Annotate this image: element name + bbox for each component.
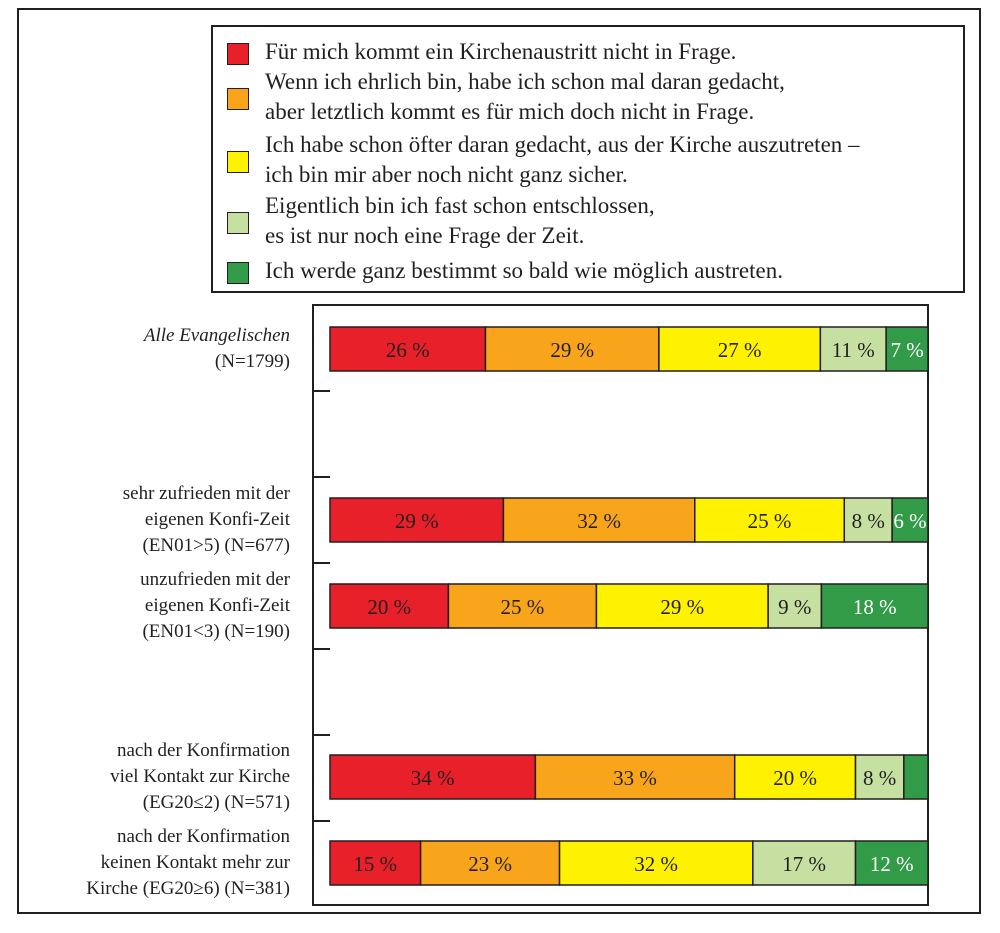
data-label-r1-s1: 32 % <box>577 509 621 533</box>
bar-segment-r1-s3 <box>843 497 893 543</box>
data-label-r2-s1: 25 % <box>501 595 545 619</box>
data-label-r0-s1: 29 % <box>550 338 594 362</box>
bar-segment-r4-s3 <box>752 840 857 886</box>
bar-segment-r1-s4 <box>891 497 929 543</box>
legend-swatch <box>227 88 249 110</box>
data-label-r2-s3: 9 % <box>778 595 811 619</box>
data-label-r4-s2: 32 % <box>634 852 678 876</box>
bar-segment-r1-s1 <box>502 497 696 543</box>
legend-label: Ich werde ganz bestimmt so bald wie mögl… <box>265 258 783 283</box>
legend-label: Ich habe schon öfter daran gedacht, aus … <box>265 132 860 187</box>
legend: Für mich kommt ein Kirchenaustritt nicht… <box>211 25 965 293</box>
data-label-r4-s3: 17 % <box>782 852 826 876</box>
category-label-3: nach der Konfirmation viel Kontakt zur Ki… <box>110 740 290 813</box>
bar-segment-r4-s0 <box>329 840 422 886</box>
category-label-1: sehr zufrieden mit der eigenen Konfi-Zeit… <box>122 483 290 556</box>
bar-segment-r3-s0 <box>329 754 537 800</box>
bar-segment-r2-s1 <box>447 583 598 629</box>
legend-swatch <box>227 151 249 173</box>
data-label-r2-s0: 20 % <box>367 595 411 619</box>
bar-segment-r4-s2 <box>558 840 754 886</box>
data-label-r0-s3: 11 % <box>832 338 875 362</box>
bar-segment-r0-s2 <box>658 326 822 372</box>
legend-label: Für mich kommt ein Kirchenaustritt nicht… <box>265 39 737 64</box>
legend-label: Wenn ich ehrlich bin, habe ich schon mal… <box>265 69 785 124</box>
legend-swatch <box>227 212 249 234</box>
data-label-r3-s2: 20 % <box>773 766 817 790</box>
data-label-r0-s4: 7 % <box>890 338 923 362</box>
data-label-r2-s4: 18 % <box>853 595 897 619</box>
category-label-4: nach der Konfirmation keinen Kontakt mehr… <box>86 826 290 899</box>
bar-segment-r0-s1 <box>484 326 660 372</box>
bar-segment-r4-s4 <box>854 840 929 886</box>
data-label-r3-s1: 33 % <box>613 766 657 790</box>
data-label-r3-s0: 34 % <box>411 766 455 790</box>
data-label-r3-s3: 8 % <box>863 766 896 790</box>
category-label-0: Alle Evangelischen (N=1799) <box>143 325 290 372</box>
bar-segment-r2-s0 <box>329 583 450 629</box>
category-label-2: unzufrieden mit der eigenen Konfi-Zeit (EN… <box>140 569 290 642</box>
data-label-r1-s0: 29 % <box>395 509 439 533</box>
data-label-r0-s0: 26 % <box>386 338 430 362</box>
data-label-r1-s3: 8 % <box>852 509 885 533</box>
bar-segment-r0-s4 <box>885 326 929 372</box>
bar-segment-r2-s3 <box>767 583 823 629</box>
data-label-r4-s1: 23 % <box>468 852 512 876</box>
bar-segment-r3-s1 <box>534 754 736 800</box>
data-label-r1-s4: 6 % <box>893 509 926 533</box>
bar-segment-r1-s2 <box>694 497 846 543</box>
bar-segment-r4-s1 <box>419 840 561 886</box>
bar-segment-r0-s0 <box>329 326 487 372</box>
bar-segment-r2-s4 <box>820 583 929 629</box>
legend-swatch <box>227 262 249 284</box>
figure-frame <box>17 8 981 914</box>
bar-segment-r0-s3 <box>819 326 887 372</box>
legend-swatch <box>227 43 249 65</box>
bar-segment-r3-s4 <box>903 754 929 800</box>
data-label-r4-s0: 15 % <box>353 852 397 876</box>
data-label-r4-s4: 12 % <box>870 852 914 876</box>
data-label-r0-s2: 27 % <box>718 338 762 362</box>
data-label-r2-s2: 29 % <box>660 595 704 619</box>
data-label-r1-s2: 25 % <box>748 509 792 533</box>
legend-label: Eigentlich bin ich fast schon entschloss… <box>265 193 655 248</box>
